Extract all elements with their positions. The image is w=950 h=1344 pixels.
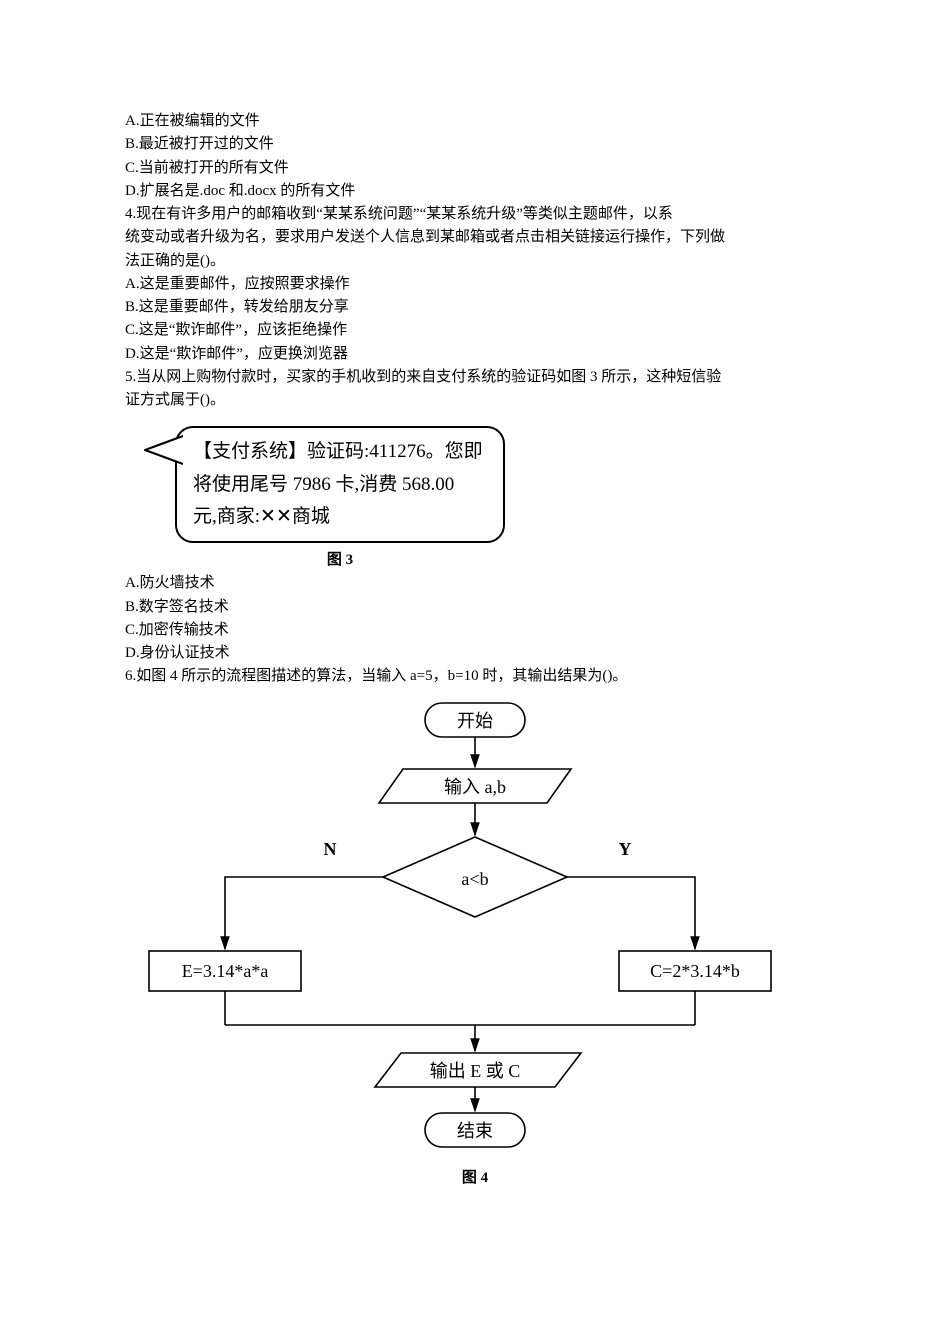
flow-condition: a<b xyxy=(461,869,488,889)
q4-option-b: B.这是重要邮件，转发给朋友分享 xyxy=(125,296,825,319)
flow-input: 输入 a,b xyxy=(444,777,506,797)
bubble-tail-icon xyxy=(139,432,183,472)
figure4-caption: 图 4 xyxy=(135,1167,815,1190)
q4-stem-line1: 4.现在有许多用户的邮箱收到“某某系统问题”“某某系统升级”等类似主题邮件，以系 xyxy=(125,203,825,226)
flowchart: 开始 输入 a,b a<b N Y E=3.14*a*a C xyxy=(135,695,815,1191)
q5-option-b: B.数字签名技术 xyxy=(125,596,825,619)
q3-option-b: B.最近被打开过的文件 xyxy=(125,133,825,156)
sms-line2: 将使用尾号 7986 卡,消费 568.00 xyxy=(193,469,487,501)
q4-stem-line3: 法正确的是()。 xyxy=(125,250,825,273)
q6-stem: 6.如图 4 所示的流程图描述的算法，当输入 a=5，b=10 时，其输出结果为… xyxy=(125,665,825,688)
q3-option-c: C.当前被打开的所有文件 xyxy=(125,157,825,180)
q4-stem-line2: 统变动或者升级为名，要求用户发送个人信息到某邮箱或者点击相关链接运行操作，下列做 xyxy=(125,226,825,249)
flow-yes-label: Y xyxy=(619,839,632,859)
q5-stem-line1: 5.当从网上购物付款时，买家的手机收到的来自支付系统的验证码如图 3 所示，这种… xyxy=(125,366,825,389)
flow-end: 结束 xyxy=(457,1121,493,1141)
figure3-caption: 图 3 xyxy=(175,549,505,572)
q4-option-c: C.这是“欺诈邮件”，应该拒绝操作 xyxy=(125,319,825,342)
flow-output: 输出 E 或 C xyxy=(430,1061,521,1081)
q5-option-c: C.加密传输技术 xyxy=(125,619,825,642)
sms-bubble: 【支付系统】验证码:411276。您即 将使用尾号 7986 卡,消费 568.… xyxy=(175,426,825,543)
q3-option-a: A.正在被编辑的文件 xyxy=(125,110,825,133)
q5-stem-line2: 证方式属于()。 xyxy=(125,389,825,412)
q4-option-d: D.这是“欺诈邮件”，应更换浏览器 xyxy=(125,343,825,366)
q5-option-d: D.身份认证技术 xyxy=(125,642,825,665)
q3-option-d: D.扩展名是.doc 和.docx 的所有文件 xyxy=(125,180,825,203)
sms-line1: 【支付系统】验证码:411276。您即 xyxy=(193,436,487,468)
q5-option-a: A.防火墙技术 xyxy=(125,572,825,595)
flow-no-label: N xyxy=(324,839,337,859)
q4-option-a: A.这是重要邮件，应按照要求操作 xyxy=(125,273,825,296)
document-page: A.正在被编辑的文件 B.最近被打开过的文件 C.当前被打开的所有文件 D.扩展… xyxy=(0,0,950,1230)
flow-start: 开始 xyxy=(457,711,493,731)
sms-line3: 元,商家:✕✕商城 xyxy=(193,501,487,533)
flow-left-proc: E=3.14*a*a xyxy=(182,961,269,981)
flow-right-proc: C=2*3.14*b xyxy=(650,961,740,981)
